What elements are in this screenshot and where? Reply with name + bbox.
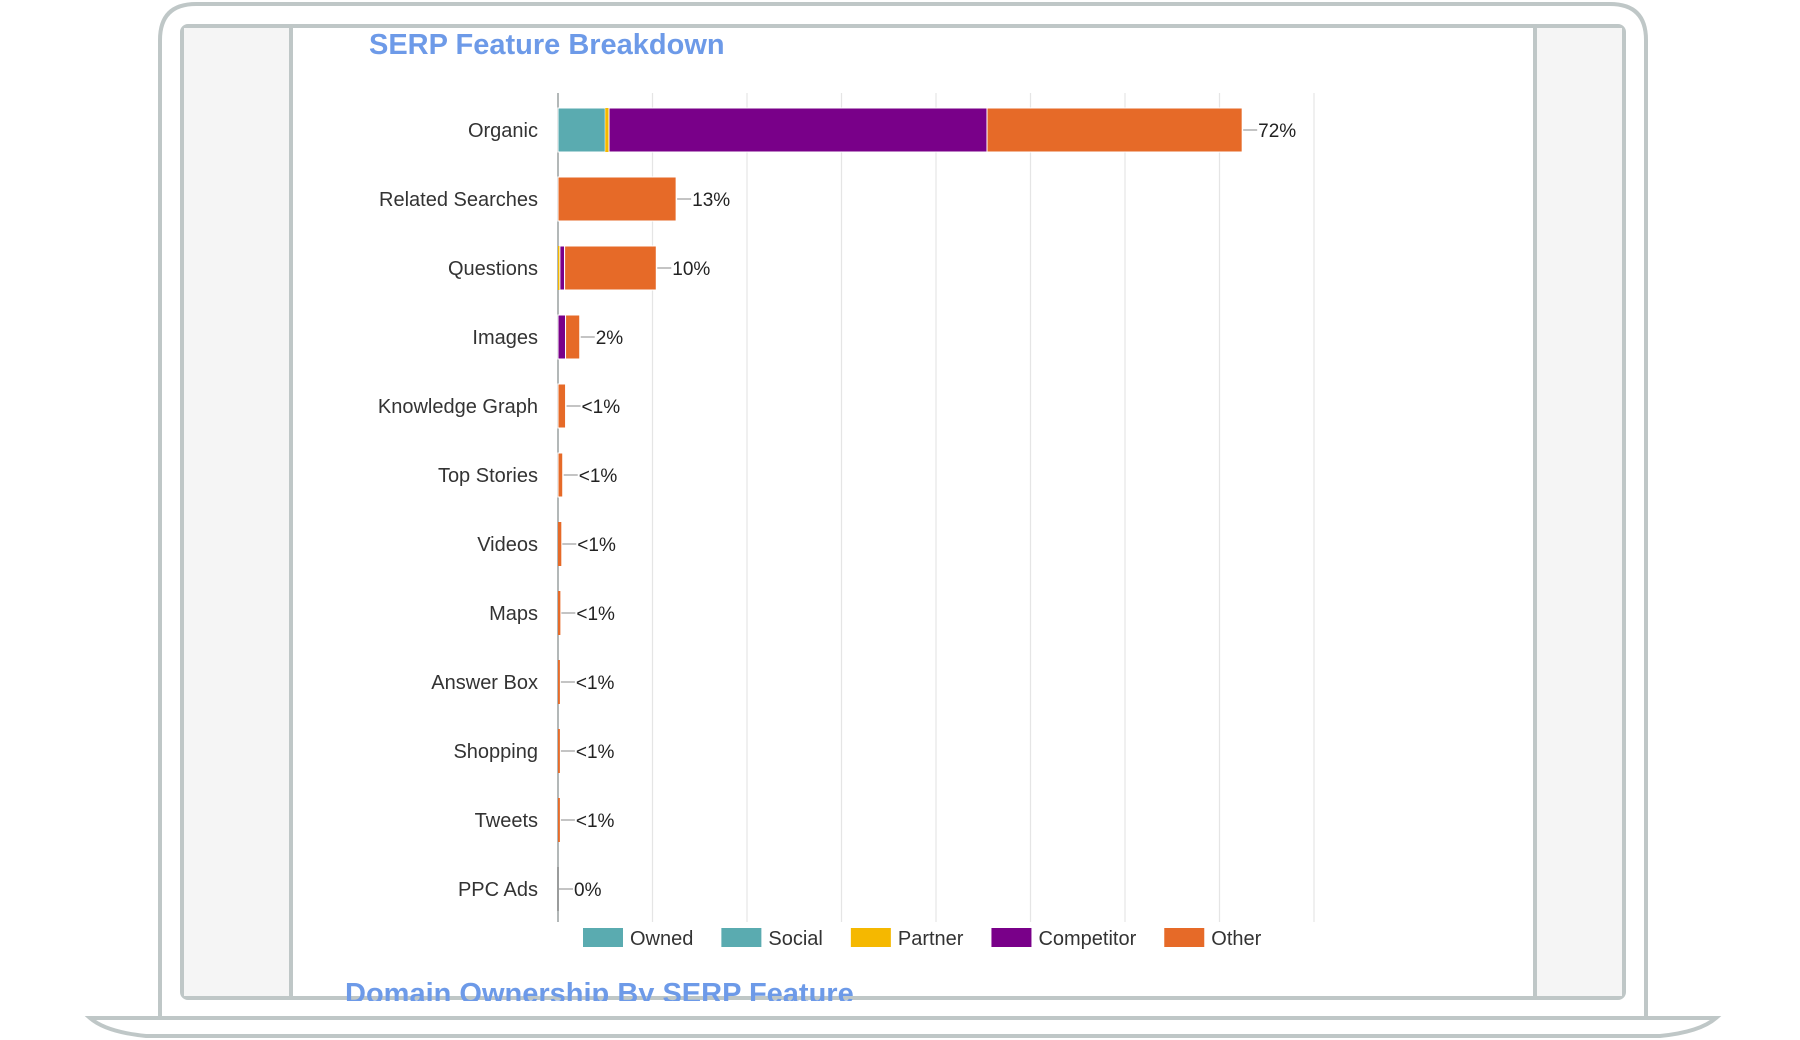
left-side-panel — [184, 28, 290, 996]
category-label-videos: Videos — [477, 534, 538, 556]
total-label-maps: <1% — [576, 604, 615, 625]
total-label-organic: 72% — [1258, 121, 1296, 142]
bar-questions-competitor — [559, 245, 566, 291]
category-label-maps: Maps — [489, 603, 538, 625]
next-section-clip: Domain Ownership By SERP Feature — [295, 962, 1535, 1001]
bar-maps-other — [558, 591, 561, 635]
bar-images-other — [565, 314, 581, 360]
bar-organic-partner — [605, 108, 610, 152]
total-label-answer-box: <1% — [576, 673, 615, 694]
category-label-knowledge-graph: Knowledge Graph — [378, 396, 538, 418]
category-label-organic: Organic — [468, 120, 538, 142]
total-label-shopping: <1% — [576, 742, 615, 763]
gridlines — [557, 93, 1315, 922]
legend-swatch-partner — [850, 928, 891, 947]
bar-images-competitor — [557, 314, 567, 360]
bar-questions-partner — [558, 246, 560, 290]
legend-label-owned: Owned — [630, 928, 693, 950]
total-label-questions: 10% — [672, 259, 710, 280]
laptop-lid-outline — [158, 2, 1648, 1018]
legend-label-social: Social — [768, 928, 822, 950]
bar-organic-social — [557, 107, 606, 153]
bar-answer-box-other — [558, 660, 560, 704]
legend-swatch-social — [721, 928, 762, 947]
legend-swatch-competitor — [991, 928, 1032, 947]
category-label-questions: Questions — [448, 258, 538, 280]
bar-top-stories-other — [557, 452, 564, 498]
bar-related-searches-other — [557, 176, 677, 222]
total-label-top-stories: <1% — [579, 466, 618, 487]
legend-label-other: Other — [1211, 928, 1261, 950]
total-label-ppc-ads: 0% — [574, 880, 602, 901]
bar-shopping-other — [558, 729, 560, 773]
total-label-knowledge-graph: <1% — [582, 397, 621, 418]
screen-bezel — [180, 24, 1626, 1000]
total-label-videos: <1% — [577, 535, 616, 556]
total-label-tweets: <1% — [576, 811, 615, 832]
bar-knowledge-graph-other — [557, 383, 567, 429]
bar-tweets-other — [558, 798, 560, 842]
next-section-title: Domain Ownership By SERP Feature — [345, 978, 854, 1001]
category-label-shopping: Shopping — [453, 741, 538, 763]
labels: Organic 72% Related Searches 13% Questions 10… — [378, 120, 1296, 901]
page-title: SERP Feature Breakdown — [369, 29, 725, 61]
bar-organic-other — [986, 107, 1243, 153]
category-label-tweets: Tweets — [475, 810, 538, 832]
legend-label-competitor: Competitor — [1038, 928, 1136, 950]
bar-questions-other — [564, 245, 657, 291]
bars — [557, 107, 1243, 911]
category-label-ppc-ads: PPC Ads — [458, 879, 538, 901]
total-label-related-searches: 13% — [692, 190, 730, 211]
category-label-answer-box: Answer Box — [431, 672, 538, 694]
bar-organic-competitor — [608, 107, 988, 153]
legend: Owned Social Partner Competitor Other — [583, 928, 1262, 950]
right-side-panel — [1536, 28, 1622, 996]
total-label-images: 2% — [596, 328, 624, 349]
legend-swatch-other — [1164, 928, 1205, 947]
bar-videos-other — [558, 522, 562, 566]
category-label-top-stories: Top Stories — [438, 465, 538, 487]
category-label-related-searches: Related Searches — [379, 189, 538, 211]
laptop-base — [84, 1016, 1722, 1038]
category-label-images: Images — [472, 327, 538, 349]
legend-swatch-owned — [583, 928, 623, 947]
legend-label-partner: Partner — [898, 928, 964, 950]
